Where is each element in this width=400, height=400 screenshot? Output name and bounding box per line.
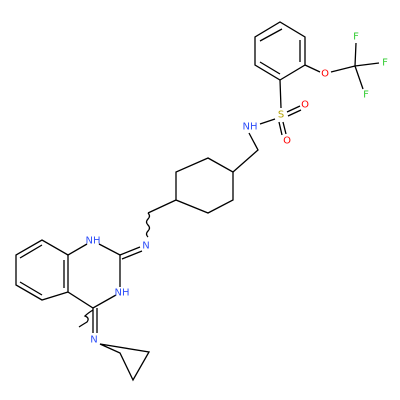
atom-label: N — [142, 241, 149, 252]
atom-label: O — [301, 100, 309, 111]
wavy-bond — [145, 212, 151, 238]
wavy-bond — [78, 309, 94, 328]
atom-label: O — [283, 136, 291, 147]
atom-label: NH — [115, 288, 130, 299]
atom-labels: F F F O S O O NH N NH NH N — [86, 32, 389, 346]
atom-label: S — [278, 110, 284, 121]
atom-label: NH — [243, 122, 258, 133]
bonds — [15, 21, 380, 382]
bond — [147, 199, 177, 214]
ocf3-bonds — [304, 42, 380, 90]
atom-label: F — [353, 32, 359, 43]
sulfonamide-bonds — [232, 79, 302, 173]
aromatic-bonds — [259, 28, 301, 75]
atom-label: F — [363, 90, 369, 101]
cyclohexane-ring — [175, 157, 234, 214]
atom-label: F — [382, 58, 388, 69]
atom-label: N — [90, 335, 97, 346]
atom-label: NH — [86, 236, 101, 247]
quinazoline-bonds — [67, 243, 143, 333]
benzo-ring — [15, 239, 69, 301]
cyclopropyl — [99, 343, 151, 382]
atom-label: O — [321, 69, 329, 80]
